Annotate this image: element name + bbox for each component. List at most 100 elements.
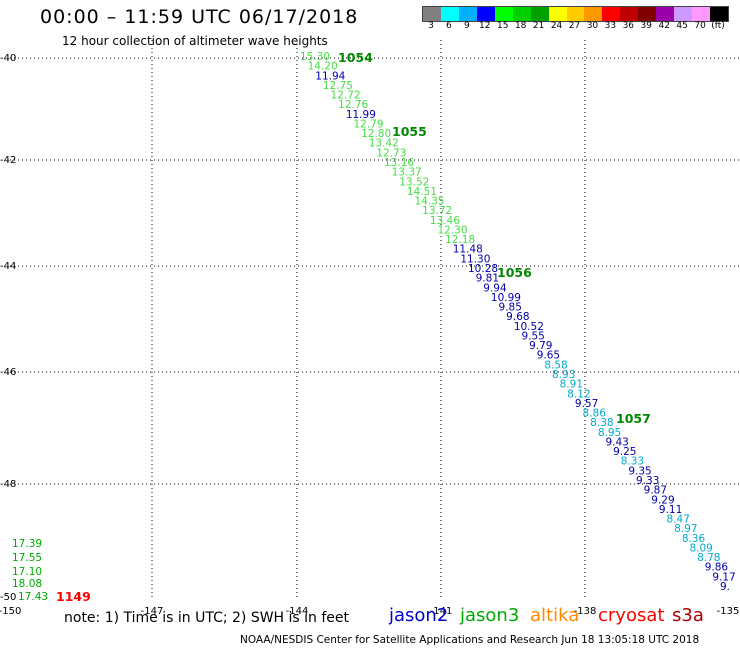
- swh-value: 9.43: [605, 436, 628, 448]
- legend-label: 12: [479, 21, 491, 31]
- pass-number-labels: 1054 1055 1056 1057 1149: [56, 50, 651, 604]
- legend-swatch: [674, 7, 693, 21]
- legend-label: 39: [640, 21, 652, 31]
- swh-value: 12.30: [437, 224, 467, 236]
- graticule-grid: [10, 40, 740, 600]
- legend-label: 9: [463, 21, 470, 31]
- latitude-label: -42: [0, 155, 16, 166]
- swh-value: 10.99: [491, 292, 521, 304]
- longitude-label: -141: [430, 606, 453, 617]
- satellite-name: jason2: [389, 605, 449, 626]
- pass-number: 1056: [497, 265, 532, 280]
- swh-value: 9.79: [529, 340, 552, 352]
- swh-value: 12.80: [361, 128, 391, 140]
- legend-label: 42: [658, 21, 670, 31]
- swh-value: 9.85: [499, 302, 522, 314]
- swh-value: 9.55: [521, 330, 544, 342]
- swh-value: 9.17: [712, 571, 735, 583]
- legend-label: 30: [586, 21, 599, 31]
- swh-value: 12.72: [331, 90, 361, 102]
- units-note: note: 1) Time is in UTC; 2) SWH is in fe…: [64, 610, 350, 626]
- swh-value: 17.43: [18, 591, 48, 603]
- latitude-label: -48: [0, 479, 16, 490]
- legend-swatch: [602, 7, 621, 21]
- swh-value: 9.86: [705, 562, 729, 574]
- swh-value: 11.48: [453, 244, 483, 256]
- legend-label: 3: [428, 21, 434, 31]
- longitude-label: -138: [574, 606, 597, 617]
- satellite-name: jason3: [460, 605, 520, 626]
- legend-swatch: [620, 7, 639, 21]
- pass-number: 1057: [616, 411, 651, 426]
- pass-number: 1055: [392, 124, 427, 139]
- swh-value: 8.38: [590, 417, 613, 429]
- legend-swatch: [458, 7, 477, 21]
- swh-value: 12.76: [338, 99, 368, 111]
- swh-value: 17.10: [12, 566, 42, 578]
- swh-value: 9.94: [483, 282, 507, 294]
- swh-value: 15.30: [300, 51, 330, 63]
- legend-swatch: [423, 7, 441, 21]
- legend-swatch: [638, 7, 657, 21]
- satellite-name: cryosat: [598, 605, 665, 626]
- swh-value: 9.33: [636, 475, 659, 487]
- swh-value: 9.25: [613, 446, 636, 458]
- legend-swatch: [512, 7, 531, 21]
- swh-value: 10.28: [468, 263, 498, 275]
- legend-label: 24: [550, 21, 563, 31]
- swh-value: 9.: [720, 581, 730, 593]
- latitude-label: -44: [0, 261, 16, 272]
- swh-value: 8.09: [689, 542, 712, 554]
- latitude-label: -40: [0, 53, 16, 64]
- legend-swatch: [566, 7, 585, 21]
- legend-swatch: [476, 7, 495, 21]
- longitude-label: -144: [286, 606, 309, 617]
- swh-value: 9.35: [628, 465, 651, 477]
- swh-value: 9.11: [659, 504, 682, 516]
- swh-value: 14.35: [415, 196, 445, 208]
- pass-number: 1149: [56, 589, 91, 604]
- swh-value: 8.93: [552, 369, 575, 381]
- legend-label: 18: [514, 21, 527, 31]
- swh-value: 8.86: [583, 408, 607, 420]
- legend-label: 36: [622, 21, 635, 31]
- credit-line: NOAA/NESDIS Center for Satellite Applica…: [240, 634, 700, 646]
- swh-value: 11.99: [346, 109, 376, 121]
- swh-value: 8.12: [567, 388, 590, 400]
- swh-value: 13.72: [422, 205, 452, 217]
- swh-value: 9.81: [476, 273, 499, 285]
- swh-value: 18.08: [12, 578, 42, 590]
- swh-value: 9.87: [644, 485, 667, 497]
- swh-value: 9.57: [575, 398, 598, 410]
- swh-value: 13.16: [384, 157, 414, 169]
- swh-value: 9.29: [651, 494, 674, 506]
- swh-value: 13.42: [369, 138, 399, 150]
- swh-value: 8.95: [598, 427, 621, 439]
- legend-label: 15: [497, 21, 509, 31]
- legend-label: (ft): [711, 21, 725, 31]
- legend-label: 33: [604, 21, 617, 31]
- swh-value: 17.55: [12, 552, 42, 564]
- legend-swatch: [656, 7, 675, 21]
- legend-label: 6: [446, 21, 452, 31]
- legend-swatch: [530, 7, 549, 21]
- legend-swatch: [548, 7, 567, 21]
- legend-swatch: [710, 7, 728, 21]
- latitude-label: -46: [0, 367, 16, 378]
- swh-value: 8.36: [682, 533, 706, 545]
- legend-swatch: [692, 7, 710, 21]
- wave-height-color-legend: [422, 6, 729, 22]
- swh-value: 11.94: [315, 70, 345, 82]
- swh-value: 12.73: [376, 147, 406, 159]
- legend-swatch: [584, 7, 603, 21]
- swh-value: 12.75: [323, 80, 353, 92]
- swh-value: 8.58: [544, 359, 567, 371]
- swh-value: 14.20: [308, 61, 338, 73]
- legend-label: 21: [532, 21, 545, 31]
- wave-height-observations: 15.3014.2011.9412.7512.7212.7611.9912.79…: [12, 51, 736, 603]
- legend-label: 70: [694, 21, 706, 31]
- pass-number: 1054: [338, 50, 373, 65]
- swh-value: 12.18: [445, 234, 475, 246]
- satellite-name: altika: [530, 605, 580, 626]
- longitude-label: -135: [717, 606, 740, 617]
